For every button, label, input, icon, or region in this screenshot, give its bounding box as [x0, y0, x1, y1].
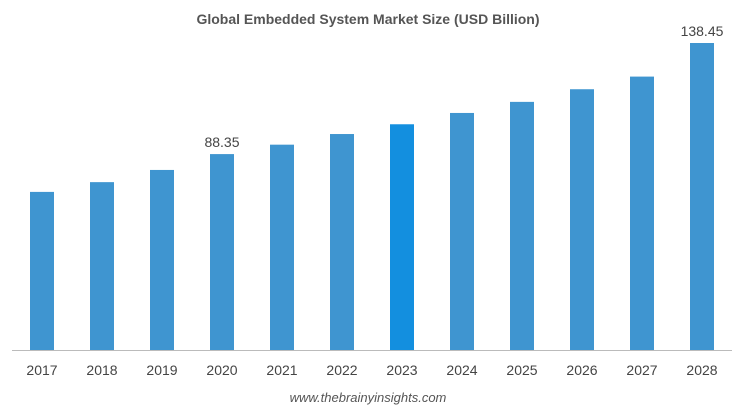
- x-tick-label-2026: 2026: [566, 362, 597, 378]
- x-tick-label-2020: 2020: [206, 362, 237, 378]
- x-axis-tick-labels: 2017 2018 2019 2020 2021 2022 2023 2024 2025 2026…: [26, 362, 717, 378]
- x-tick-label-2027: 2027: [626, 362, 657, 378]
- bar-2021: [270, 144, 294, 350]
- bar-2020: [210, 154, 234, 350]
- bar-2027: [630, 76, 654, 350]
- bar-2022: [330, 134, 354, 350]
- x-tick-label-2025: 2025: [506, 362, 537, 378]
- x-tick-label-2017: 2017: [26, 362, 57, 378]
- data-labels-group: 88.35 138.45: [204, 23, 723, 150]
- x-tick-label-2024: 2024: [446, 362, 477, 378]
- x-tick-label-2022: 2022: [326, 362, 357, 378]
- source-watermark: www.thebrainyinsights.com: [289, 390, 447, 405]
- data-label-2020: 88.35: [204, 134, 239, 150]
- x-tick-label-2021: 2021: [266, 362, 297, 378]
- x-tick-label-2018: 2018: [86, 362, 117, 378]
- x-tick-label-2019: 2019: [146, 362, 177, 378]
- chart-title: Global Embedded System Market Size (USD …: [196, 11, 540, 27]
- bars-group: [30, 43, 714, 350]
- bar-2024: [450, 112, 474, 350]
- x-tick-label-2023: 2023: [386, 362, 417, 378]
- data-label-2028: 138.45: [681, 23, 724, 39]
- x-tick-label-2028: 2028: [686, 362, 717, 378]
- bar-2019: [150, 169, 174, 350]
- bar-2018: [90, 182, 114, 350]
- bar-2028: [690, 43, 714, 350]
- bar-2025: [510, 101, 534, 350]
- bar-2017: [30, 191, 54, 350]
- bar-2026: [570, 89, 594, 350]
- bar-2023: [390, 124, 414, 350]
